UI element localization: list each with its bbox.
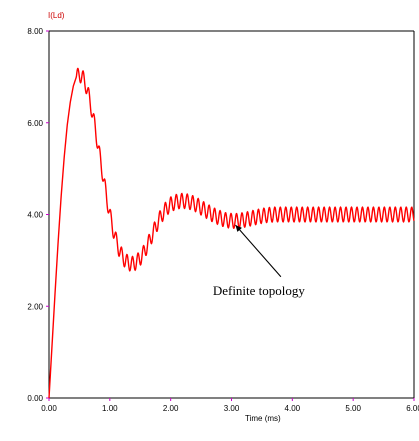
- chart-annotations: Definite topology: [213, 225, 306, 298]
- y-axis-ticks: 0.00 2.00 4.00 6.00 8.00: [27, 27, 49, 403]
- x-tick-label: 3.00: [224, 404, 240, 413]
- x-axis-ticks: 0.00 1.00 2.00 3.00 4.00 5.00 6.00: [41, 398, 419, 413]
- y-tick-label: 0.00: [27, 394, 43, 403]
- x-tick-label: 4.00: [285, 404, 301, 413]
- x-tick-label: 5.00: [345, 404, 361, 413]
- annotation-label: Definite topology: [213, 283, 306, 298]
- y-tick-label: 8.00: [27, 27, 43, 36]
- y-tick-label: 2.00: [27, 302, 43, 311]
- x-tick-label: 2.00: [163, 404, 179, 413]
- y-tick-label: 4.00: [27, 211, 43, 220]
- annotation-arrow-line: [236, 225, 281, 277]
- x-tick-label: 6.00: [406, 404, 419, 413]
- series-line: [49, 69, 414, 398]
- chart-series: [49, 69, 414, 398]
- x-tick-label: 0.00: [41, 404, 57, 413]
- y-axis-label: I(Ld): [48, 11, 65, 20]
- x-tick-label: 1.00: [102, 404, 118, 413]
- y-tick-label: 6.00: [27, 119, 43, 128]
- x-axis-label: Time (ms): [245, 414, 281, 423]
